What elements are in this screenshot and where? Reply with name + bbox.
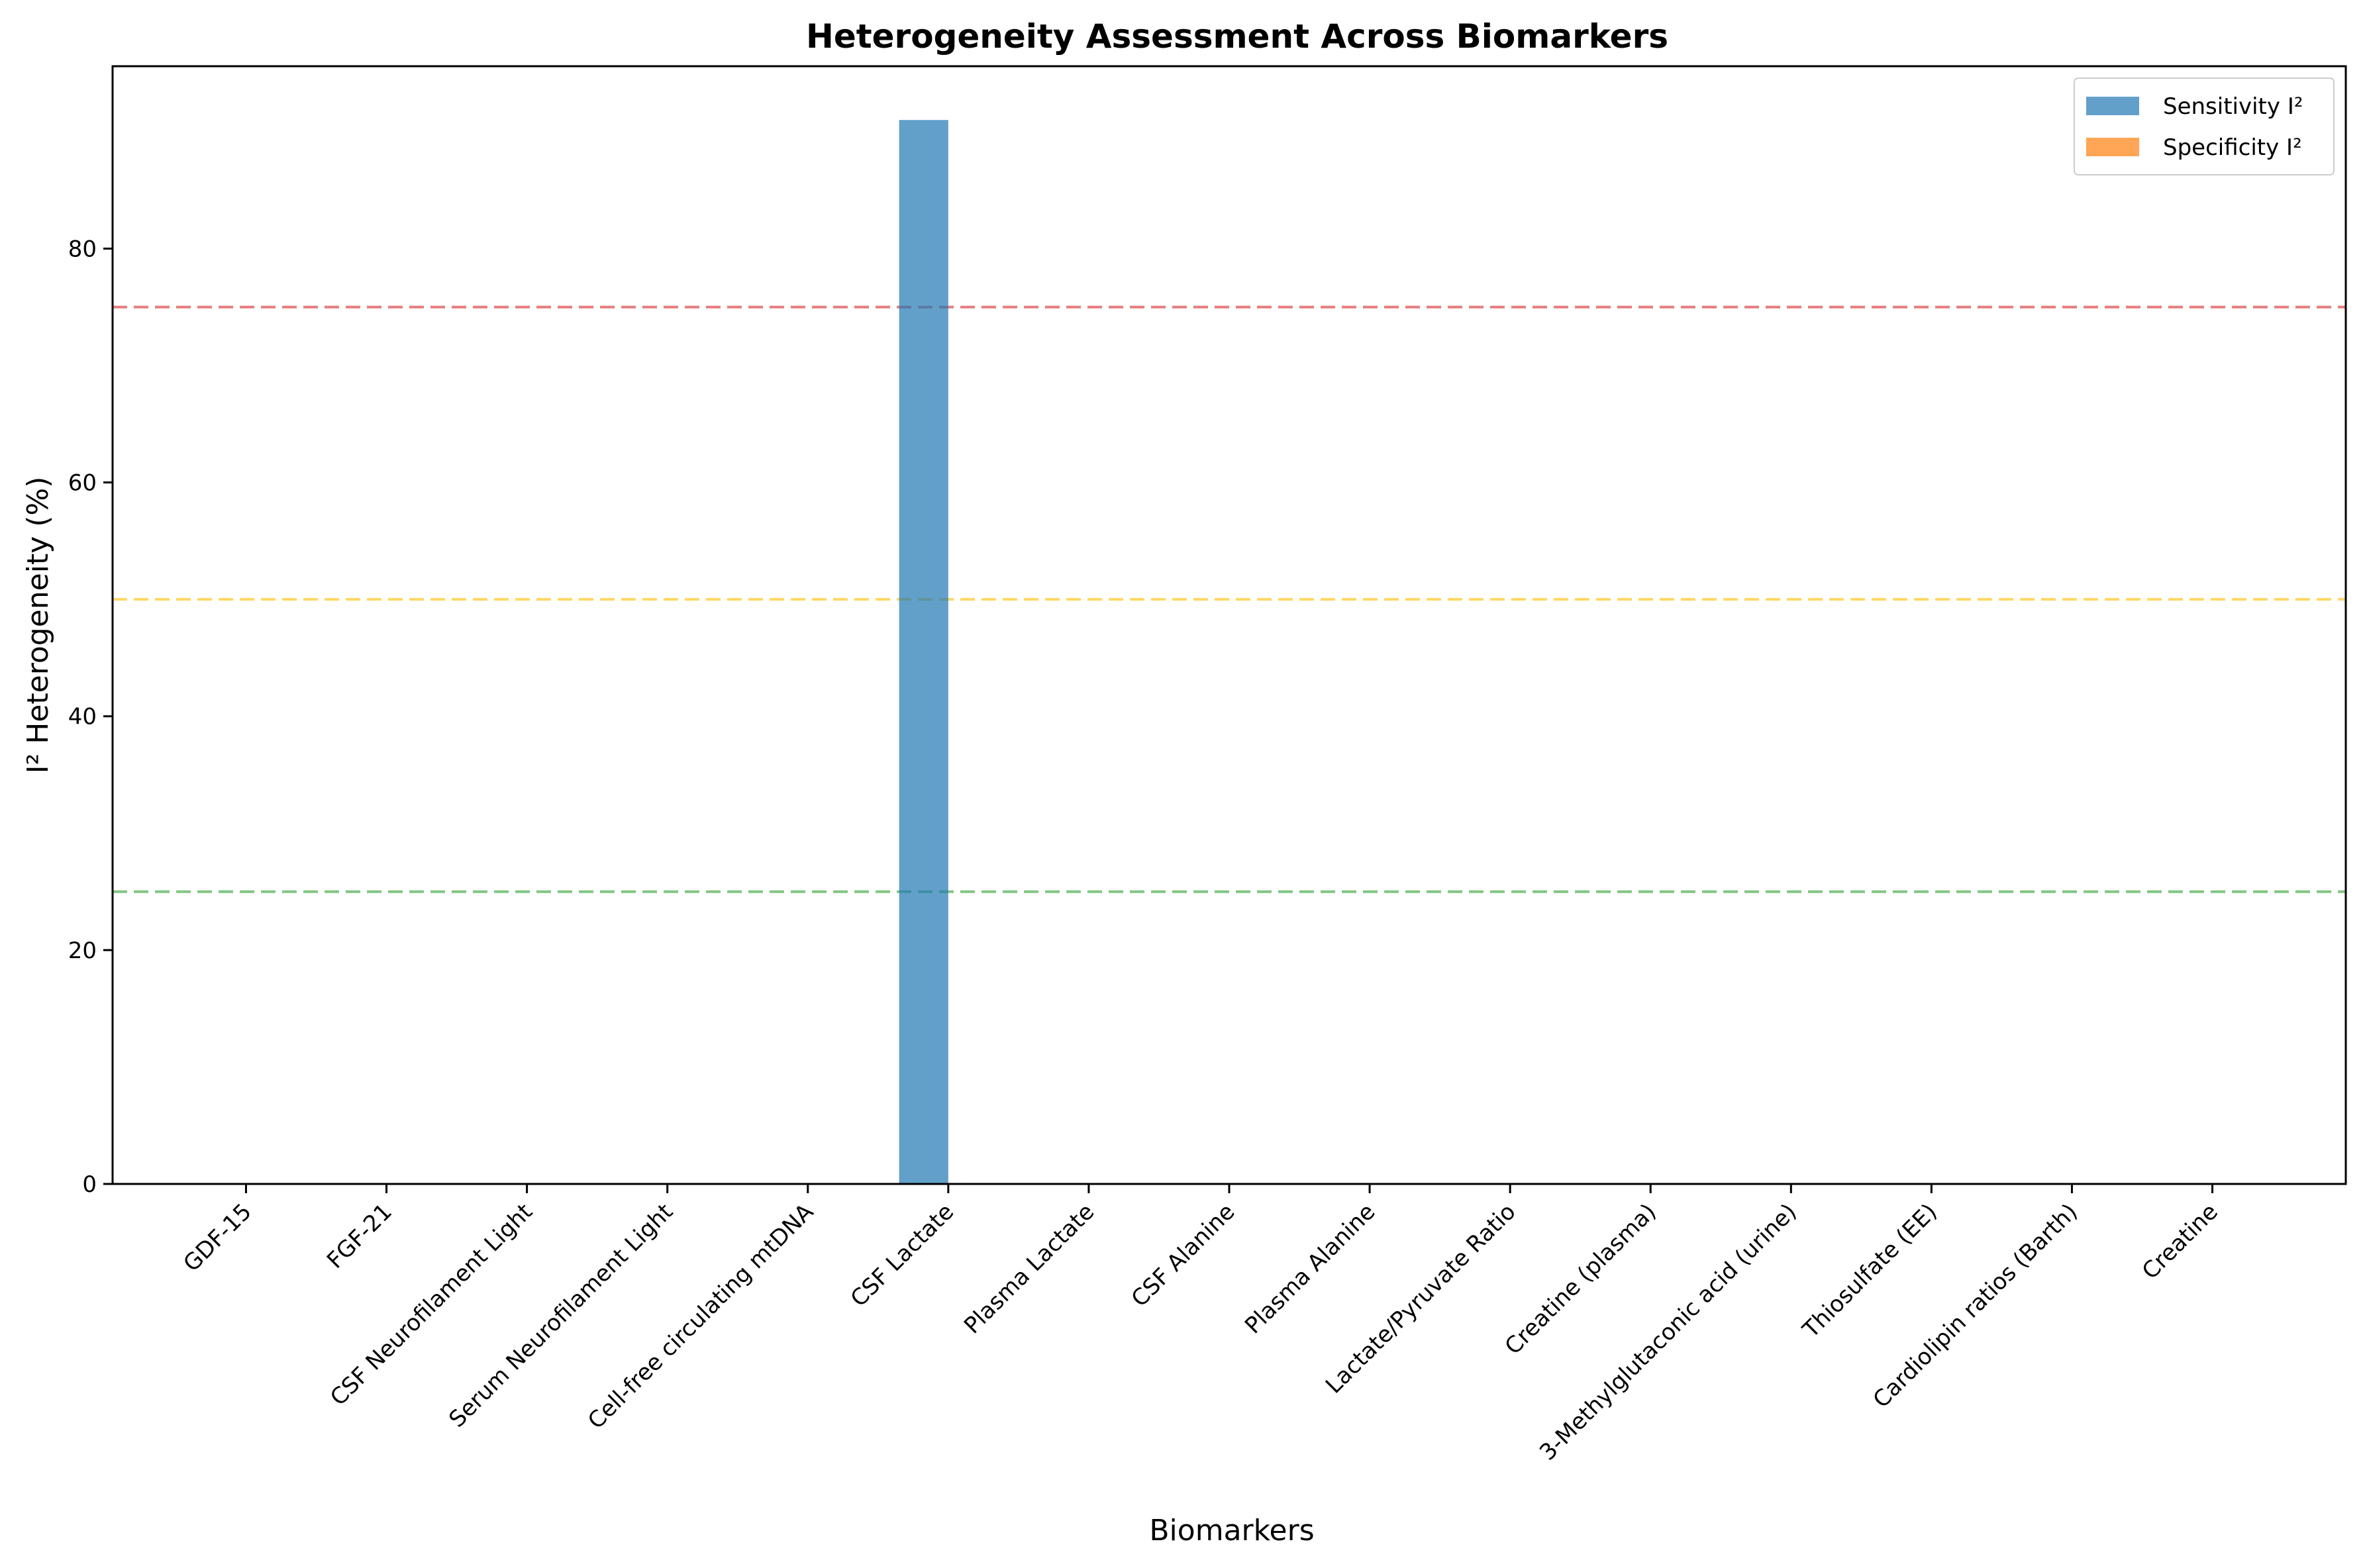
x-axis-label: Biomarkers [1149, 1514, 1314, 1547]
y-tick-label: 40 [68, 704, 97, 730]
legend-swatch [2086, 138, 2139, 156]
x-tick-label: CSF Alanine [1127, 1199, 1240, 1312]
x-tick-label: CSF Lactate [846, 1199, 960, 1312]
legend-entry: Specificity I² [2163, 134, 2302, 161]
legend: Sensitivity I² Specificity I² [2074, 77, 2335, 175]
x-tick-label: Serum Neurofilament Light [444, 1199, 678, 1433]
plot-area [111, 65, 2347, 1185]
legend-entry: Sensitivity I² [2163, 93, 2303, 120]
y-axis: 0 20 40 60 80 [68, 236, 113, 1198]
legend-swatch [2086, 97, 2139, 115]
y-tick-label: 0 [82, 1171, 97, 1198]
x-tick-label: Cell-free circulating mtDNA [583, 1199, 819, 1434]
x-tick-label: Plasma Lactate [959, 1199, 1099, 1339]
x-tick-label: FGF-21 [322, 1199, 397, 1274]
y-tick-label: 60 [68, 470, 97, 497]
bars [899, 120, 948, 1184]
x-tick-label: GDF-15 [178, 1199, 257, 1277]
x-tick-label: Creatine (plasma) [1500, 1199, 1662, 1360]
x-tick-label: Thiosulfate (EE) [1797, 1199, 1942, 1344]
plot-frame [111, 65, 2347, 1185]
x-tick-label: 3-Methylglutaconic acid (urine) [1535, 1199, 1802, 1466]
y-axis-label: I² Heterogeneity (%) [21, 477, 55, 774]
y-tick-label: 80 [68, 236, 97, 262]
chart-title: Heterogeneity Assessment Across Biomarke… [806, 17, 1668, 56]
y-tick-label: 20 [68, 938, 97, 964]
bar-sensitivity-i--5 [899, 120, 948, 1184]
x-tick-label: Creatine [2137, 1199, 2223, 1285]
x-tick-label: Plasma Alanine [1240, 1199, 1380, 1339]
reference-lines [113, 305, 2346, 893]
